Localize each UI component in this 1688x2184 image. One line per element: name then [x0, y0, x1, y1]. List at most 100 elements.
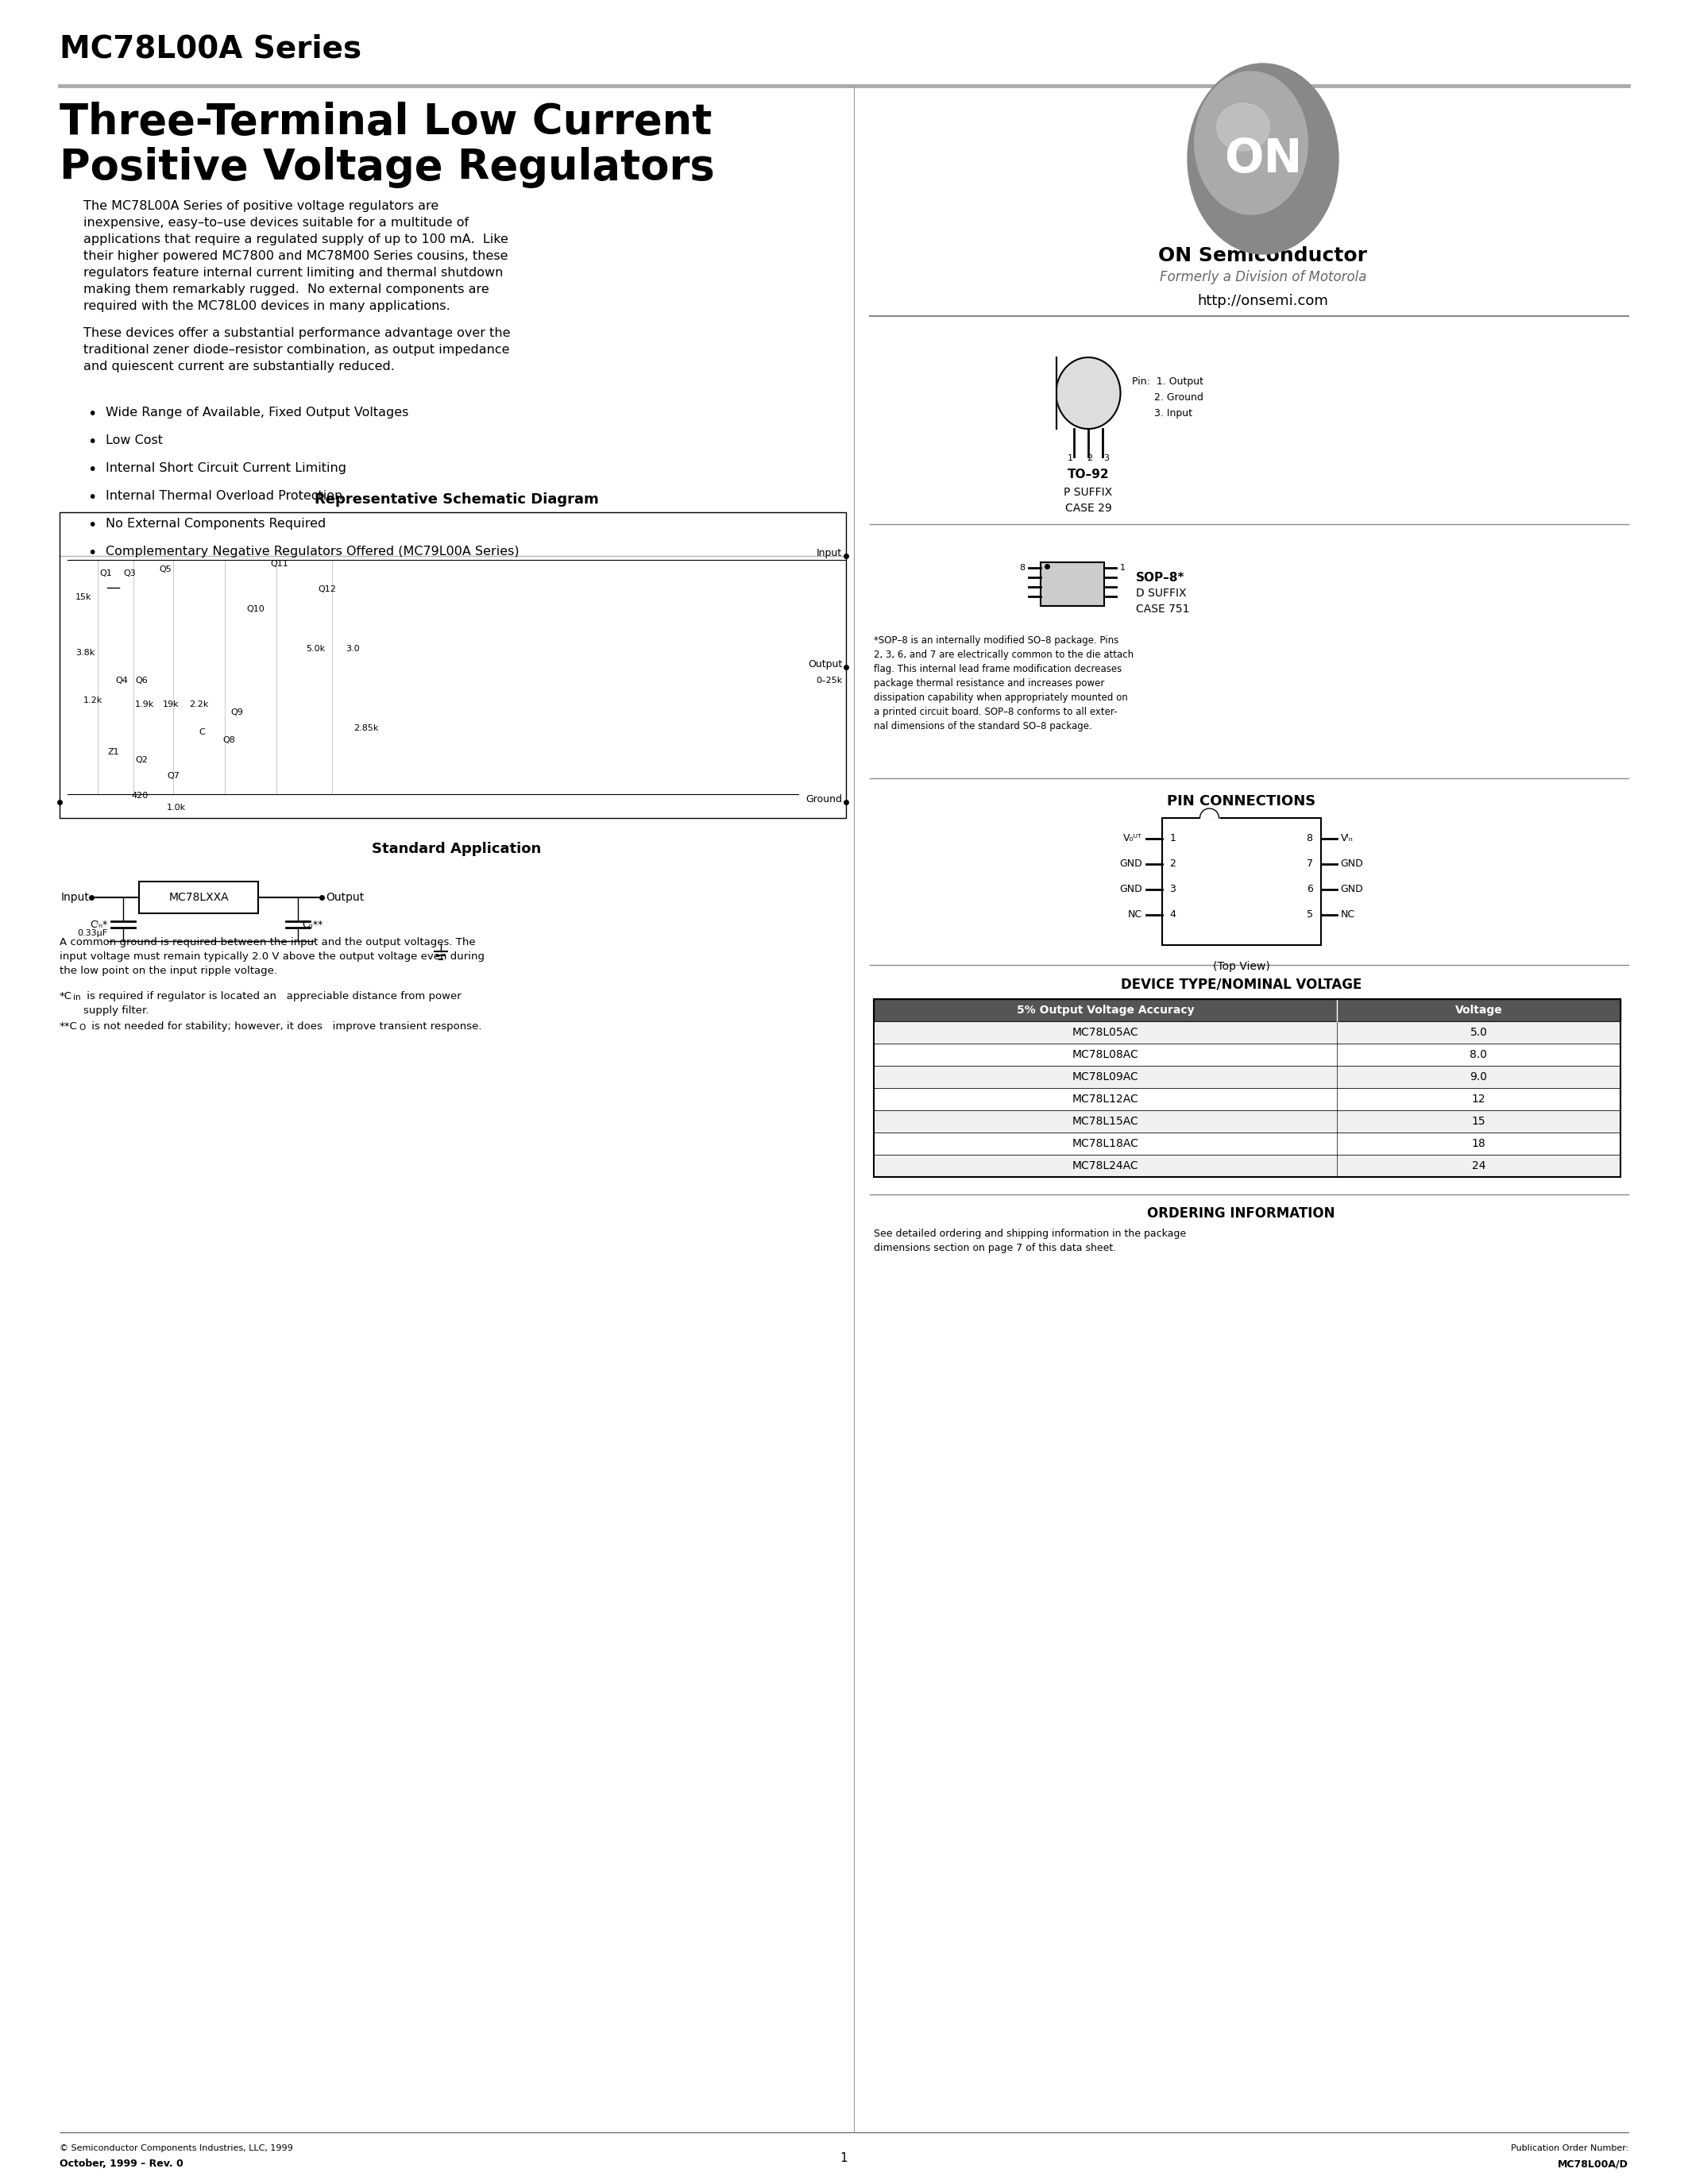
Text: 9.0: 9.0	[1470, 1072, 1487, 1083]
Bar	[874, 1133, 1620, 1155]
Text: 2: 2	[1087, 454, 1092, 463]
Text: Three-Terminal Low Current: Three-Terminal Low Current	[59, 103, 712, 142]
Text: MC78L00A/D: MC78L00A/D	[1558, 2158, 1629, 2169]
Text: MC78L18AC: MC78L18AC	[1072, 1138, 1139, 1149]
Text: Q9: Q9	[230, 708, 243, 716]
Text: 15k: 15k	[76, 594, 91, 601]
Text: Q8: Q8	[223, 736, 235, 745]
Text: (Top View): (Top View)	[1212, 961, 1269, 972]
Text: Q6: Q6	[135, 677, 147, 684]
Text: 1: 1	[1121, 563, 1126, 572]
Bar	[874, 1044, 1620, 1066]
Text: Q1: Q1	[100, 570, 111, 577]
Bar	[874, 1109, 1620, 1133]
Text: 7: 7	[1307, 858, 1313, 869]
Bar	[138, 882, 258, 913]
Text: © Semiconductor Components Industries, LLC, 1999: © Semiconductor Components Industries, L…	[59, 2145, 294, 2151]
Text: 2. Ground: 2. Ground	[1133, 391, 1204, 402]
Text: •: •	[88, 435, 96, 450]
Text: GND: GND	[1340, 885, 1364, 893]
Text: 2: 2	[1170, 858, 1177, 869]
Bar	[874, 1066, 1620, 1088]
Text: MC78L00A Series: MC78L00A Series	[59, 33, 361, 63]
Text: •: •	[88, 518, 96, 533]
Ellipse shape	[1195, 72, 1308, 214]
Text: Cᴵₙ*: Cᴵₙ*	[89, 919, 108, 930]
Text: **C: **C	[59, 1022, 78, 1031]
Text: 6: 6	[1307, 885, 1313, 893]
Text: NC: NC	[1340, 909, 1355, 919]
Text: Q2: Q2	[135, 756, 147, 764]
Text: Cₒ**: Cₒ**	[302, 919, 322, 930]
Text: is not needed for stability; however, it does   improve transient response.: is not needed for stability; however, it…	[88, 1022, 481, 1031]
Text: MC78L09AC: MC78L09AC	[1072, 1072, 1138, 1083]
Text: 1: 1	[841, 2151, 847, 2164]
Text: Voltage: Voltage	[1455, 1005, 1502, 1016]
Text: Internal Thermal Overload Protection: Internal Thermal Overload Protection	[106, 489, 343, 502]
Text: Z1: Z1	[108, 749, 118, 756]
Text: A common ground is required between the input and the output voltages. The
input: A common ground is required between the …	[59, 937, 484, 976]
Text: 3: 3	[1170, 885, 1177, 893]
Text: These devices offer a substantial performance advantage over the
traditional zen: These devices offer a substantial perfor…	[83, 328, 510, 373]
Text: 19k: 19k	[162, 701, 179, 708]
Text: •: •	[88, 463, 96, 478]
Text: 5: 5	[1307, 909, 1313, 919]
Text: Q11: Q11	[270, 559, 289, 568]
Bar	[59, 513, 846, 819]
Text: 18: 18	[1472, 1138, 1485, 1149]
Text: 8: 8	[1020, 563, 1025, 572]
Text: 5% Output Voltage Accuracy: 5% Output Voltage Accuracy	[1016, 1005, 1193, 1016]
Text: 1.2k: 1.2k	[83, 697, 103, 705]
Text: 3: 3	[1104, 454, 1109, 463]
Text: Output: Output	[326, 891, 365, 902]
Text: 2.2k: 2.2k	[189, 701, 208, 708]
Text: CASE 29: CASE 29	[1065, 502, 1112, 513]
Text: Internal Short Circuit Current Limiting: Internal Short Circuit Current Limiting	[106, 463, 346, 474]
Text: MC78L15AC: MC78L15AC	[1072, 1116, 1138, 1127]
Text: Ground: Ground	[805, 795, 842, 804]
Text: ON Semiconductor: ON Semiconductor	[1158, 247, 1367, 264]
Bar	[1161, 819, 1320, 946]
Text: GND: GND	[1119, 885, 1141, 893]
Text: P SUFFIX: P SUFFIX	[1063, 487, 1112, 498]
Text: See detailed ordering and shipping information in the package
dimensions section: See detailed ordering and shipping infor…	[874, 1230, 1187, 1254]
Bar	[874, 998, 1620, 1022]
Text: MC78L05AC: MC78L05AC	[1072, 1026, 1138, 1037]
Text: Complementary Negative Regulators Offered (MC79L00A Series): Complementary Negative Regulators Offere…	[106, 546, 520, 557]
Text: •: •	[88, 489, 96, 505]
Ellipse shape	[1188, 63, 1339, 253]
Text: MC78L24AC: MC78L24AC	[1072, 1160, 1138, 1171]
Text: The MC78L00A Series of positive voltage regulators are
inexpensive, easy–to–use : The MC78L00A Series of positive voltage …	[83, 201, 508, 312]
Text: GND: GND	[1119, 858, 1141, 869]
Text: 15: 15	[1472, 1116, 1485, 1127]
Text: Input: Input	[61, 891, 89, 902]
Bar	[874, 998, 1620, 1177]
Text: 1: 1	[1067, 454, 1074, 463]
Text: Representative Schematic Diagram: Representative Schematic Diagram	[314, 491, 599, 507]
Text: 1: 1	[1170, 832, 1177, 843]
Text: D SUFFIX: D SUFFIX	[1136, 587, 1187, 598]
Text: Vᴵₙ: Vᴵₙ	[1340, 832, 1354, 843]
Text: 8: 8	[1307, 832, 1313, 843]
Text: CASE 751: CASE 751	[1136, 603, 1190, 614]
Text: 5.0: 5.0	[1470, 1026, 1487, 1037]
Text: 12: 12	[1472, 1094, 1485, 1105]
Text: Q5: Q5	[159, 566, 172, 574]
Text: 24: 24	[1472, 1160, 1485, 1171]
Text: Q4: Q4	[115, 677, 128, 684]
Text: PIN CONNECTIONS: PIN CONNECTIONS	[1166, 795, 1315, 808]
Text: DEVICE TYPE/NOMINAL VOLTAGE: DEVICE TYPE/NOMINAL VOLTAGE	[1121, 976, 1362, 992]
Text: Formerly a Division of Motorola: Formerly a Division of Motorola	[1160, 271, 1367, 284]
Text: MC78L12AC: MC78L12AC	[1072, 1094, 1138, 1105]
Text: 5.0k: 5.0k	[306, 644, 326, 653]
Text: C: C	[199, 727, 204, 736]
Text: is required if regulator is located an   appreciable distance from power
supply : is required if regulator is located an a…	[83, 992, 461, 1016]
Text: Input: Input	[817, 548, 842, 559]
Text: Publication Order Number:: Publication Order Number:	[1511, 2145, 1629, 2151]
Text: 3.8k: 3.8k	[76, 649, 95, 657]
Text: *C: *C	[59, 992, 73, 1002]
Bar	[874, 1022, 1620, 1044]
Text: October, 1999 – Rev. 0: October, 1999 – Rev. 0	[59, 2158, 184, 2169]
Bar	[1040, 561, 1104, 605]
Text: in: in	[73, 994, 81, 1002]
